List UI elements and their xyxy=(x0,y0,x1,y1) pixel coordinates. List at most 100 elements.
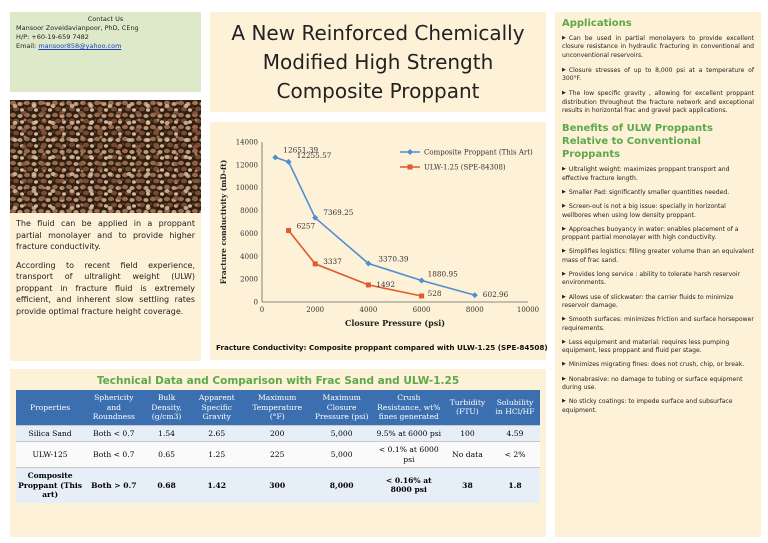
table-cell: 0.65 xyxy=(143,441,190,468)
series-line xyxy=(287,230,422,297)
bullet-item: ▶ Screen-out is not a big issue: speciall… xyxy=(562,202,754,220)
conductivity-chart-box: 0 2000 4000 6000 8000 10000 12000 14000 0 2000 400… xyxy=(210,122,548,360)
chart-caption: Fracture Conductivity: Composite proppan… xyxy=(216,343,548,352)
bullet-item: ▶ The low specific gravity , allowing for… xyxy=(562,89,754,115)
x-tick-label: 2000 xyxy=(306,306,324,314)
bullet-text: Minimizes migrating fines: does not crus… xyxy=(568,361,745,369)
legend-label: Composite Proppant (This Art) xyxy=(424,149,533,157)
bullet-text: Approaches buoyancy in water: enables pl… xyxy=(562,225,739,242)
bullet-item: ▶ No sticky coatings: to impede surface a… xyxy=(562,397,754,415)
table-cell: 5,000 xyxy=(310,424,373,442)
table-cell: Silica Sand xyxy=(16,424,85,442)
bullet-text: Less equipment and material: requires le… xyxy=(562,338,730,355)
header-cell: Turbidity (FTU) xyxy=(444,390,491,425)
table-header-row: Properties Sphericity and Roundness Bulk… xyxy=(16,390,540,425)
data-point xyxy=(365,260,372,267)
bullet-arrow-icon: ▶ xyxy=(562,225,566,232)
intro-paragraph-1: The fluid can be applied in a proppant p… xyxy=(16,219,195,251)
x-tick-label: 8000 xyxy=(466,306,484,314)
table-cell: 200 xyxy=(243,424,311,442)
contact-email-line: Email: mansoor858@yahoo.com xyxy=(16,42,195,51)
bullet-text: Allows use of slickwater: the carrier fl… xyxy=(562,293,734,309)
bullet-text: Ultralight weight: maximizes proppant tr… xyxy=(562,166,730,182)
y-axis-title: Fracture conductivity (mD-ft) xyxy=(219,160,228,285)
bullet-text: Smooth surfaces: minimizes friction and … xyxy=(562,316,754,332)
data-point xyxy=(272,154,279,161)
header-cell: Bulk Density, (g/cm3) xyxy=(143,390,190,425)
bullet-arrow-icon: ▶ xyxy=(562,66,566,73)
x-tick-label: 6000 xyxy=(413,306,431,314)
y-tick-label: 0 xyxy=(254,299,258,307)
bullet-text: Closure stresses of up to 8,000 psi at a… xyxy=(562,66,754,83)
x-tick-label: 4000 xyxy=(359,306,377,314)
data-point xyxy=(365,282,371,288)
data-label: 3337 xyxy=(323,257,342,266)
bullet-text: Provides long service : ability to toler… xyxy=(562,271,741,287)
bullet-text: Screen-out is not a big issue: specially… xyxy=(562,203,726,219)
table-cell: 9.5% at 6000 psi xyxy=(372,424,445,442)
bullet-arrow-icon: ▶ xyxy=(562,338,566,345)
contact-box: Contact Us Mansoor Zoveidavianpoor, PhD,… xyxy=(10,12,201,92)
bullet-item: ▶ Simplifies logistics: filling greater v… xyxy=(562,247,754,265)
bullet-arrow-icon: ▶ xyxy=(562,248,566,255)
bullet-item: ▶ Smaller Pad: significantly smaller quan… xyxy=(562,188,754,197)
contact-email-link[interactable]: mansoor858@yahoo.com xyxy=(38,42,122,50)
legend-marker xyxy=(407,149,413,155)
series-line xyxy=(275,156,476,296)
table-cell: Both > 0.7 xyxy=(84,467,144,503)
table-cell: Composite Proppant (This art) xyxy=(16,467,85,503)
proppant-texture xyxy=(10,100,201,213)
table-cell: No data xyxy=(444,441,491,468)
y-tick-label: 2000 xyxy=(240,276,258,284)
bullet-item: ▶ Ultralight weight: maximizes proppant t… xyxy=(562,165,754,183)
bullet-text: The low specific gravity , allowing for … xyxy=(562,90,754,115)
contact-name: Mansoor Zoveidavianpoor, PhD, CEng xyxy=(16,24,139,32)
bullet-item: ▶ Smooth surfaces: minimizes friction and… xyxy=(562,315,754,333)
benefits-list: ▶ Ultralight weight: maximizes proppant t… xyxy=(562,165,754,415)
bullet-text: Nonabrasive: no damage to tubing or surf… xyxy=(562,375,743,392)
bullet-item: ▶ Provides long service : ability to tole… xyxy=(562,270,754,288)
y-tick-label: 6000 xyxy=(240,230,258,238)
data-label: 7369.25 xyxy=(323,208,354,217)
header-cell: Maximum Temperature (°F) xyxy=(243,390,311,425)
table-cell: 1.54 xyxy=(143,424,190,442)
table-cell: 100 xyxy=(444,424,491,442)
bullet-arrow-icon: ▶ xyxy=(562,361,566,368)
table-cell: 1.25 xyxy=(189,441,244,468)
technical-data-table: Properties Sphericity and Roundness Bulk… xyxy=(16,390,540,503)
bullet-item: ▶ Allows use of slickwater: the carrier f… xyxy=(562,293,754,311)
bullet-item: ▶ Closure stresses of up to 8,000 psi at … xyxy=(562,66,754,84)
table-cell: 225 xyxy=(243,441,311,468)
data-point xyxy=(419,293,425,299)
table-row: Composite Proppant (This art) Both > 0.7… xyxy=(16,467,540,503)
bullet-item: ▶ Minimizes migrating fines: does not cru… xyxy=(562,360,754,369)
bullet-item: ▶ Less equipment and material: requires l… xyxy=(562,338,754,356)
applications-list: ▶ Can be used in partial monolayers to pr… xyxy=(562,34,754,115)
data-label: 3370.39 xyxy=(378,254,409,263)
benefits-heading: Benefits of ULW Proppants Relative to Co… xyxy=(562,123,713,161)
table-cell: Both < 0.7 xyxy=(84,441,144,468)
table-cell: Both < 0.7 xyxy=(84,424,144,442)
table-cell: 0.68 xyxy=(143,467,190,503)
proppant-photo xyxy=(10,100,201,213)
y-tick-label: 14000 xyxy=(236,139,258,147)
y-tick-label: 10000 xyxy=(236,184,258,192)
bullet-arrow-icon: ▶ xyxy=(562,293,566,300)
bullet-item: ▶ Can be used in partial monolayers to pr… xyxy=(562,34,754,60)
data-point xyxy=(286,227,292,233)
table-cell: 38 xyxy=(444,467,491,503)
bullet-item: ▶ Approaches buoyancy in water: enables p… xyxy=(562,225,754,243)
applications-heading: Applications xyxy=(562,18,632,29)
x-axis-title: Closure Pressure (psi) xyxy=(345,318,445,328)
table-cell: < 0.1% at 6000 psi xyxy=(372,441,445,468)
table-cell: 1.42 xyxy=(189,467,244,503)
data-point xyxy=(312,214,319,221)
bullet-arrow-icon: ▶ xyxy=(562,188,566,195)
bullet-text: Simplifies logistics: filling greater vo… xyxy=(562,248,754,264)
table-cell: 2.65 xyxy=(189,424,244,442)
table-cell: 4.59 xyxy=(490,424,540,442)
y-tick-label: 12000 xyxy=(236,161,258,169)
data-label: 12255.57 xyxy=(297,151,332,160)
data-label: 528 xyxy=(428,289,442,298)
contact-email-label: Email: xyxy=(16,42,37,50)
